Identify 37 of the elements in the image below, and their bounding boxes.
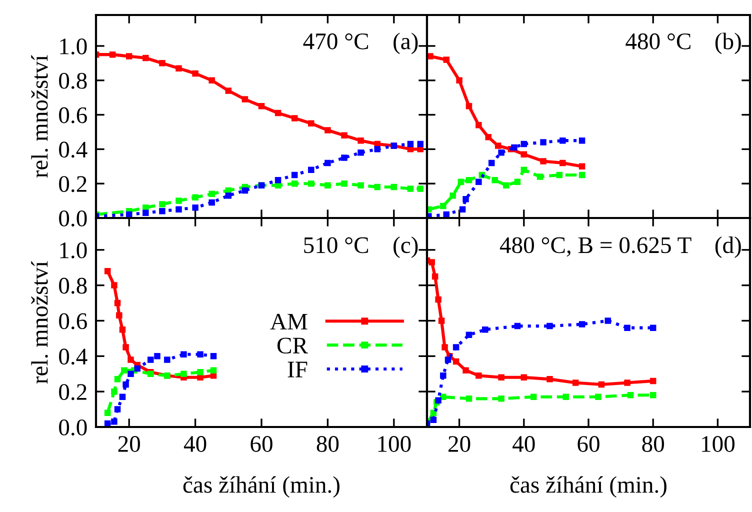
x-tick-label: 100 [702,436,735,452]
annotation: 510 °C [304,237,368,254]
annotation: 480 °C, B = 0.625 T [500,237,692,257]
y-tick-label: 0.2 [59,384,86,400]
x-tick-label: 80 [316,436,339,452]
y-tick-label: 0.8 [59,278,87,294]
y-tick-label: 0.4 [59,348,88,365]
x-tick-label: 100 [378,436,411,452]
x-axis-title: čas žíhání (min.) [183,476,340,498]
legend-label: IF [288,362,308,378]
x-tick-label: 20 [448,436,470,452]
y-tick-label: 1.0 [60,38,87,54]
legend-label: CR [277,338,308,354]
y-tick-label: 0.0 [59,210,87,227]
annotation: (b) [715,32,741,54]
x-tick-label: 80 [642,436,664,452]
annotation: (d) [715,236,741,258]
y-tick-label: 0.4 [59,142,88,158]
x-tick-label: 60 [250,436,272,452]
x-tick-label: 40 [512,436,535,452]
x-tick-label: 60 [578,436,600,452]
y-tick-label: 0.6 [59,313,87,330]
annotation: 480 °C [626,33,690,50]
x-tick-label: 20 [118,436,140,452]
y-tick-label: 1.0 [60,242,87,258]
y-tick-label: 0.6 [59,107,87,124]
legend-label: AM [270,314,308,330]
y-axis-title: rel. množství [31,261,48,384]
y-tick-label: 0.0 [59,419,87,436]
annotation: (a) [394,32,418,54]
annotation: 470 °C [303,33,368,50]
annotation: (c) [394,236,418,258]
y-tick-label: 0.2 [59,176,86,192]
x-axis-title: čas žíhání (min.) [510,476,666,498]
y-tick-label: 0.8 [59,72,87,89]
x-tick-label: 40 [184,436,206,452]
y-axis-title: rel. množství [31,55,48,178]
